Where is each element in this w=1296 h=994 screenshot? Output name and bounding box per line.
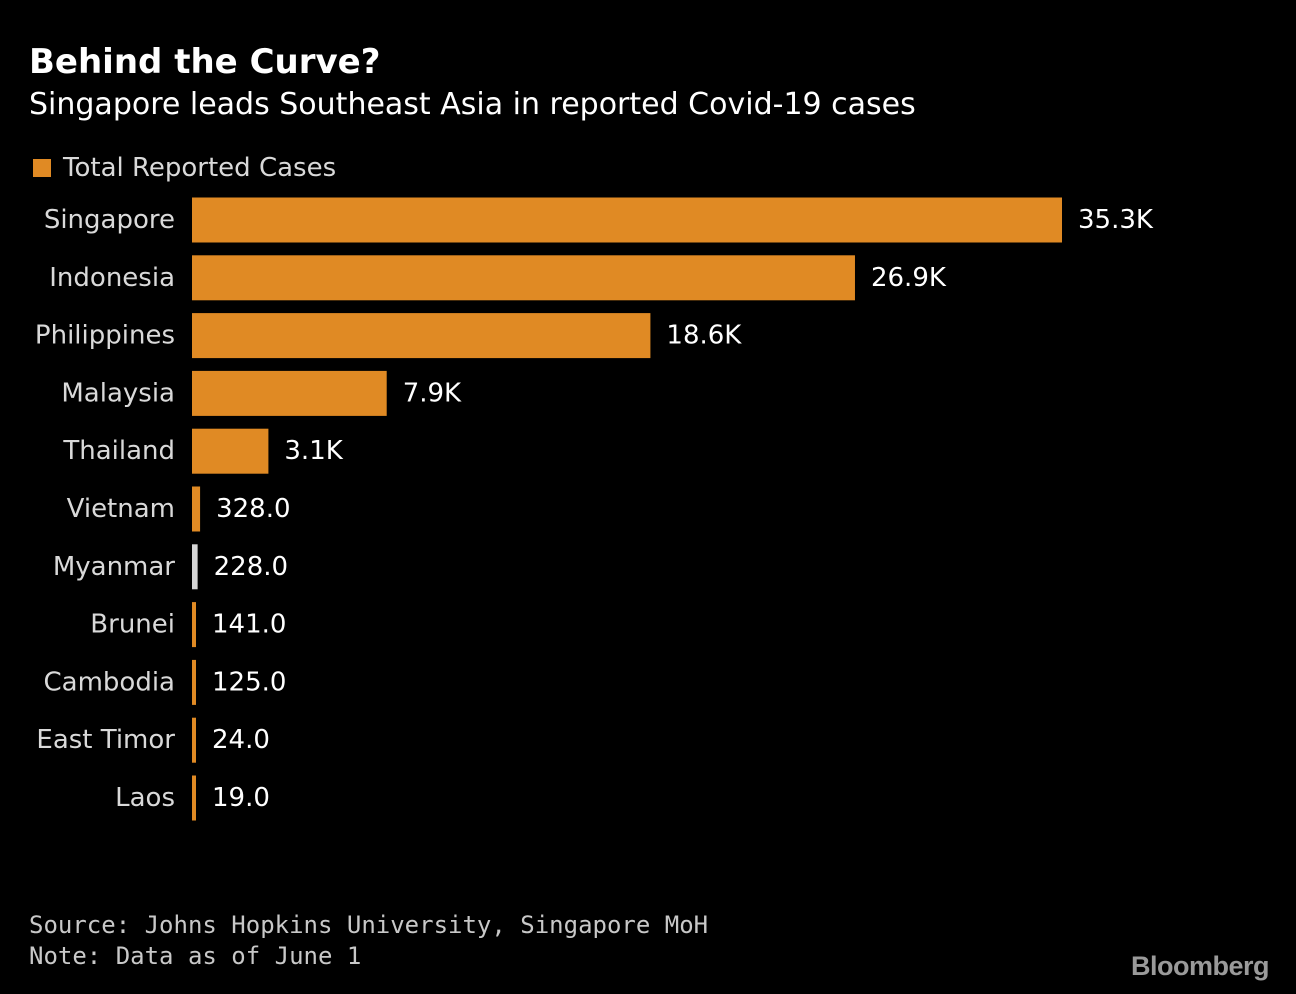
footer-notes: Source: Johns Hopkins University, Singap… xyxy=(29,910,708,972)
bar xyxy=(192,717,196,763)
category-label: Malaysia xyxy=(61,378,175,408)
chart-legend: Total Reported Cases xyxy=(33,150,336,186)
value-label: 141.0 xyxy=(212,610,286,640)
category-label: East Timor xyxy=(36,725,175,755)
bar xyxy=(192,544,198,590)
legend-swatch xyxy=(33,159,51,177)
value-label: 26.9K xyxy=(871,263,947,293)
bloomberg-logo: Bloomberg xyxy=(1130,951,1270,981)
bar xyxy=(192,313,651,359)
value-label: 228.0 xyxy=(214,552,288,582)
bar-chart: Singapore 35.3K Indonesia 26.9K Philippines 1… xyxy=(35,197,1154,821)
bar xyxy=(192,486,201,532)
chart-title: Behind the Curve? xyxy=(29,42,381,82)
bar xyxy=(192,775,196,821)
bar xyxy=(192,370,387,416)
bar xyxy=(192,659,196,705)
category-label: Philippines xyxy=(35,321,175,351)
value-label: 7.9K xyxy=(403,378,462,408)
category-label: Vietnam xyxy=(67,494,175,524)
category-label: Cambodia xyxy=(44,667,176,697)
value-label: 125.0 xyxy=(212,667,286,697)
value-label: 19.0 xyxy=(212,783,270,813)
legend-label: Total Reported Cases xyxy=(63,153,337,183)
value-label: 18.6K xyxy=(666,321,742,351)
bar xyxy=(192,602,196,648)
chart-subtitle: Singapore leads Southeast Asia in report… xyxy=(29,87,916,122)
category-label: Brunei xyxy=(90,610,175,640)
value-label: 35.3K xyxy=(1078,205,1154,235)
data-note: Note: Data as of June 1 xyxy=(29,942,362,970)
category-label: Indonesia xyxy=(49,263,175,293)
bar xyxy=(192,255,855,301)
category-label: Laos xyxy=(115,783,175,813)
bar xyxy=(192,428,269,474)
category-label: Myanmar xyxy=(53,552,175,582)
category-label: Singapore xyxy=(44,205,175,235)
bar xyxy=(192,197,1062,243)
value-label: 3.1K xyxy=(284,436,343,466)
source-note: Source: Johns Hopkins University, Singap… xyxy=(29,911,709,939)
category-label: Thailand xyxy=(62,436,175,466)
value-label: 24.0 xyxy=(212,725,270,755)
value-label: 328.0 xyxy=(216,494,290,524)
